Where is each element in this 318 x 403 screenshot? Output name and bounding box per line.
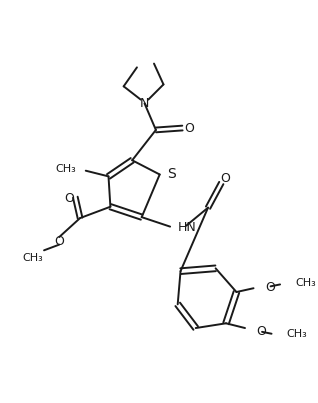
Text: O: O: [65, 192, 75, 205]
Text: O: O: [54, 235, 64, 248]
Text: HN: HN: [178, 221, 197, 234]
Text: S: S: [167, 166, 176, 181]
Text: CH₃: CH₃: [295, 278, 316, 289]
Text: CH₃: CH₃: [56, 164, 76, 174]
Text: CH₃: CH₃: [22, 253, 43, 263]
Text: O: O: [220, 172, 230, 185]
Text: O: O: [256, 325, 266, 339]
Text: CH₃: CH₃: [287, 329, 308, 339]
Text: N: N: [140, 97, 149, 110]
Text: O: O: [184, 122, 194, 135]
Text: O: O: [265, 281, 275, 294]
